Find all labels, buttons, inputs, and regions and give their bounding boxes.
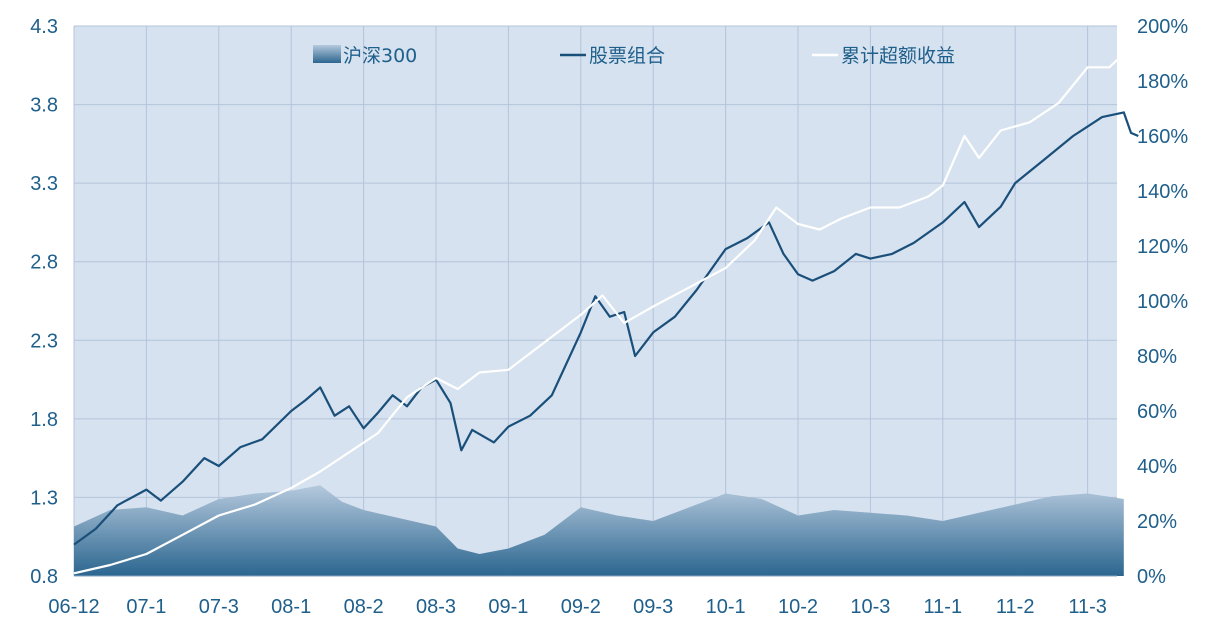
x-tick-label: 06-12: [48, 596, 99, 618]
x-tick-label: 08-1: [271, 596, 311, 618]
y-right-tick-label: 40%: [1137, 456, 1177, 478]
y-right-tick-label: 180%: [1137, 71, 1188, 93]
right-axis: 200% 180% 160% 140% 120% 100% 80% 60% 40% 20% 0%: [1137, 16, 1188, 588]
y-right-tick-label: 160%: [1137, 126, 1188, 148]
y-left-tick-label: 0.8: [30, 566, 58, 588]
y-left-tick-label: 3.3: [30, 173, 58, 195]
y-left-tick-label: 1.8: [30, 409, 58, 431]
y-right-tick-label: 120%: [1137, 236, 1188, 258]
series-hs300-area: [74, 485, 1124, 576]
hs300-area-layer: [74, 485, 1124, 576]
x-tick-label: 10-1: [706, 596, 746, 618]
x-tick-label: 11-1: [924, 596, 963, 618]
y-right-tick-label: 140%: [1137, 181, 1188, 203]
grid: [73, 25, 1117, 577]
y-left-tick-label: 4.3: [30, 16, 58, 38]
legend: 沪深300 股票组合 累计超额收益: [313, 45, 955, 67]
legend-label-excess: 累计超额收益: [841, 45, 955, 67]
x-tick-label: 07-1: [126, 596, 166, 618]
x-tick-label: 11-3: [1068, 596, 1107, 618]
y-right-tick-label: 200%: [1137, 16, 1188, 38]
legend-item-portfolio: 股票组合: [560, 45, 665, 67]
x-axis: 06-12 07-1 07-3 08-1 08-2 08-3 09-1 09-2 09-3 10-…: [48, 596, 1106, 618]
y-right-tick-label: 20%: [1137, 511, 1177, 533]
x-tick-label: 07-3: [199, 596, 239, 618]
y-left-tick-label: 3.8: [30, 95, 58, 117]
legend-item-hs300: 沪深300: [313, 45, 417, 67]
x-tick-label: 09-3: [633, 596, 673, 618]
y-right-tick-label: 100%: [1137, 291, 1188, 313]
y-left-tick-label: 1.3: [30, 487, 58, 509]
y-right-tick-label: 80%: [1137, 346, 1177, 368]
series-portfolio-line: [73, 111, 1139, 546]
y-left-tick-label: 2.3: [30, 330, 58, 352]
x-tick-label: 10-3: [850, 596, 890, 618]
x-tick-label: 10-2: [778, 596, 818, 618]
left-axis: 4.3 3.8 3.3 2.8 2.3 1.8 1.3 0.8: [30, 16, 58, 588]
series-excess-return-line: [73, 52, 1140, 575]
legend-label-portfolio: 股票组合: [589, 45, 665, 67]
legend-swatch-hs300: [313, 45, 341, 63]
y-right-tick-label: 60%: [1137, 401, 1177, 423]
legend-item-excess: 累计超额收益: [812, 45, 955, 67]
line-layer: [73, 52, 1140, 575]
x-tick-label: 09-1: [488, 596, 528, 618]
x-tick-label: 08-2: [344, 596, 384, 618]
x-tick-label: 09-2: [561, 596, 601, 618]
legend-label-hs300: 沪深300: [343, 45, 417, 67]
x-tick-label: 08-3: [416, 596, 456, 618]
x-tick-label: 11-2: [996, 596, 1035, 618]
y-left-tick-label: 2.8: [30, 252, 58, 274]
y-right-tick-label: 0%: [1137, 566, 1166, 588]
